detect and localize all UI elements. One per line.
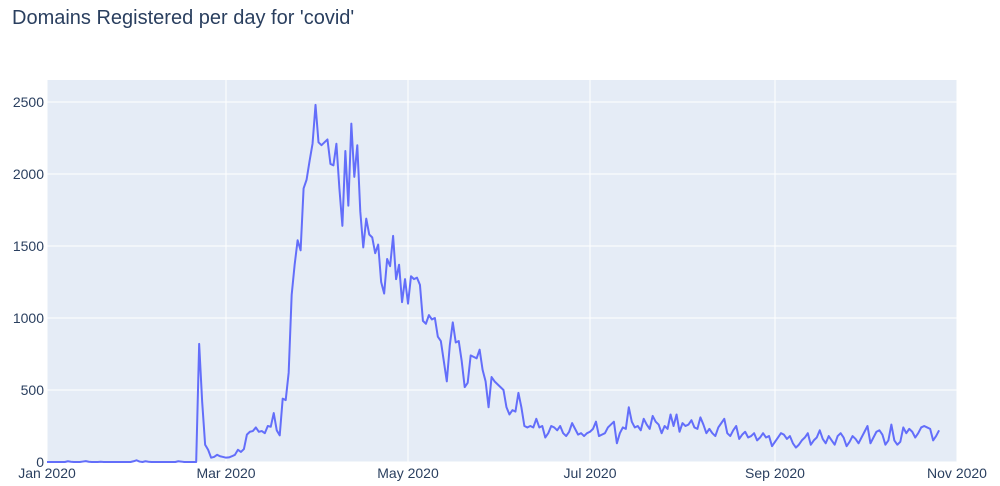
x-tick-label: Mar 2020	[196, 465, 255, 481]
x-tick-label: May 2020	[377, 465, 439, 481]
y-tick-label: 500	[21, 382, 45, 398]
chart-title: Domains Registered per day for 'covid'	[12, 7, 354, 29]
y-tick-label: 0	[36, 454, 44, 470]
y-tick-label: 1500	[13, 238, 44, 254]
y-tick-label: 2000	[13, 166, 44, 182]
series-line-0	[47, 103, 940, 463]
x-tick-label: Sep 2020	[745, 465, 805, 481]
plot-area	[47, 80, 957, 462]
y-tick-label: 2500	[13, 94, 44, 110]
series-layer	[47, 103, 940, 463]
x-tick-label: Nov 2020	[927, 465, 987, 481]
x-tick-label: Jul 2020	[564, 465, 617, 481]
x-tick-label: Jan 2020	[18, 465, 76, 481]
y-tick-label: 1000	[13, 310, 44, 326]
x-axis-ticks: Jan 2020 Mar 2020 May 2020 Jul 2020 Sep 2020…	[18, 465, 987, 481]
y-axis-ticks: 0 500 1000 1500 2000 2500	[13, 94, 44, 470]
